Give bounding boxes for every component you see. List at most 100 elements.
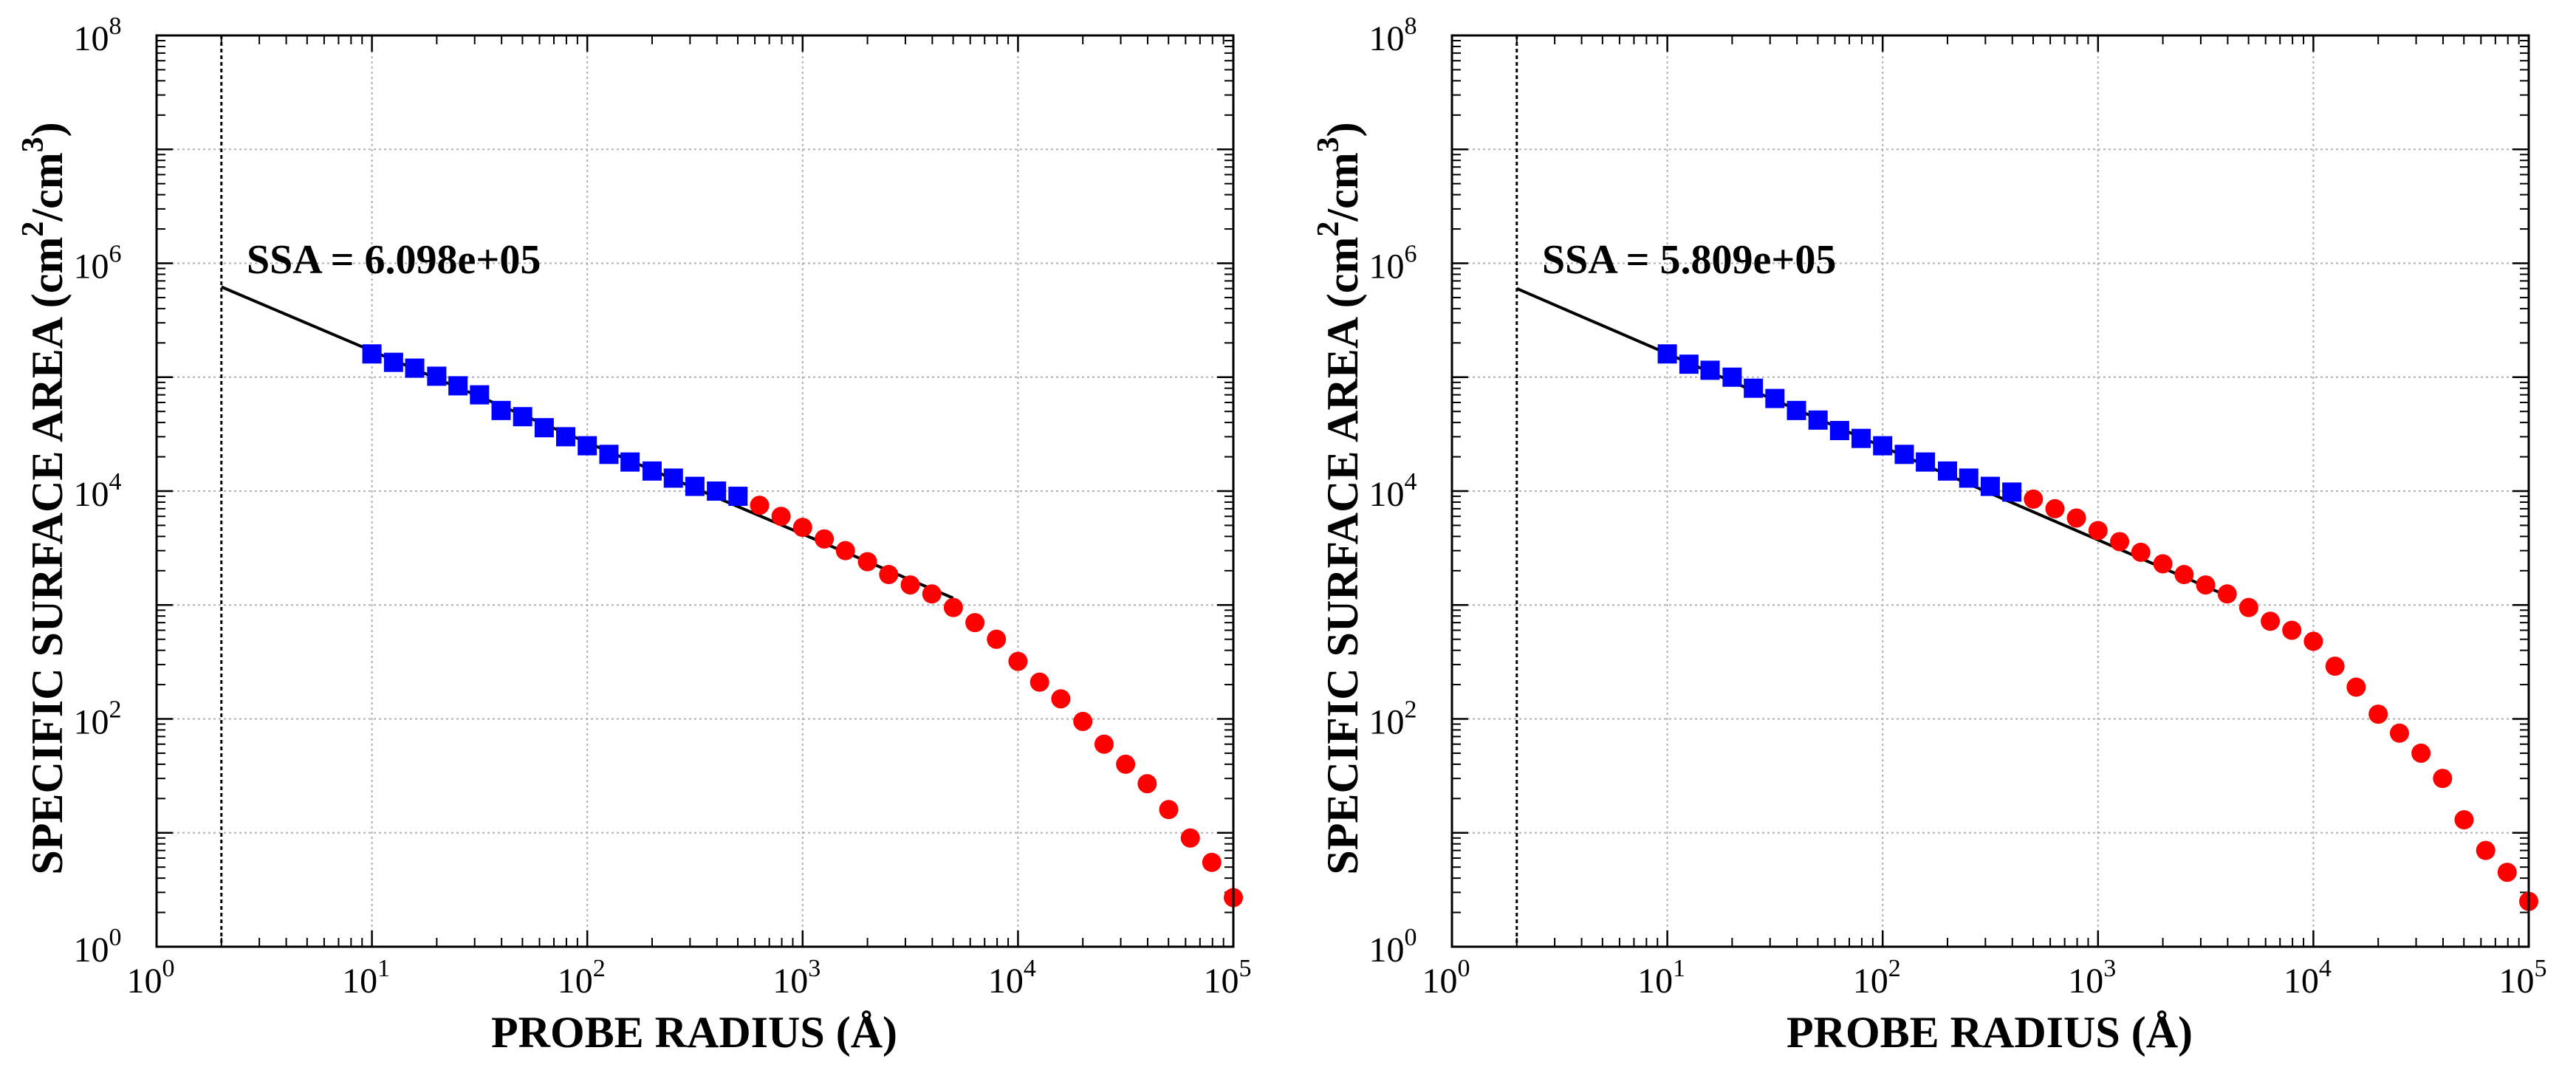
data-point-circle xyxy=(1030,672,1049,692)
y-tick-base: 10 xyxy=(1369,930,1405,970)
series-other xyxy=(2024,489,2538,911)
data-point-square xyxy=(534,418,554,438)
data-point-circle xyxy=(2217,584,2237,604)
y-tick-base: 10 xyxy=(74,930,109,970)
x-tick-label: 102 xyxy=(1853,955,1901,1001)
x-axis-label: PROBE RADIUS (Å) xyxy=(1787,1008,2193,1057)
data-point-square xyxy=(1765,388,1785,408)
y-tick-exp: 8 xyxy=(109,13,122,40)
data-point-circle xyxy=(2110,532,2130,552)
y-tick-label: 100 xyxy=(1369,924,1417,970)
y-tick-label: 106 xyxy=(74,241,122,287)
series-other xyxy=(750,496,1243,908)
data-point-square xyxy=(642,461,662,481)
x-tick-label: 103 xyxy=(2068,955,2116,1001)
y-axis-label-sup: 3 xyxy=(1312,137,1346,152)
x-axis-label: PROBE RADIUS (Å) xyxy=(491,1008,897,1057)
data-point-square xyxy=(1916,452,1936,472)
x-tick-label: 101 xyxy=(1637,955,1685,1001)
x-tick-base: 10 xyxy=(1637,961,1673,1001)
x-tick-label: 104 xyxy=(988,955,1036,1001)
y-tick-base: 10 xyxy=(1369,703,1405,742)
x-tick-base: 10 xyxy=(127,961,162,1001)
data-point-square xyxy=(1679,354,1699,374)
data-point-circle xyxy=(1137,774,1157,794)
y-axis-label: SPECIFIC SURFACE AREA (cm2/cm3) xyxy=(1312,122,1367,874)
data-point-square xyxy=(513,407,532,427)
data-point-square xyxy=(362,344,382,364)
data-point-square xyxy=(663,468,683,488)
data-point-square xyxy=(491,400,511,420)
data-point-square xyxy=(383,352,403,372)
data-point-circle xyxy=(771,507,791,527)
data-point-circle xyxy=(2174,565,2194,585)
y-tick-label: 106 xyxy=(1369,241,1417,287)
data-point-circle xyxy=(792,518,812,538)
series-fitted xyxy=(1657,344,2022,502)
x-tick-exp: 3 xyxy=(2103,955,2116,982)
data-point-circle xyxy=(857,552,877,572)
y-tick-label: 102 xyxy=(74,696,122,742)
y-tick-base: 10 xyxy=(1369,475,1405,514)
data-point-square xyxy=(1829,421,1849,441)
data-point-circle xyxy=(2282,620,2302,640)
series-fitted xyxy=(362,344,748,507)
data-point-circle xyxy=(1008,651,1028,671)
data-point-square xyxy=(1700,360,1720,380)
y-axis-label-sup: 2 xyxy=(1312,222,1346,237)
data-point-square xyxy=(620,452,640,472)
data-point-square xyxy=(599,445,619,464)
data-point-square xyxy=(1894,445,1914,464)
data-point-square xyxy=(427,366,447,386)
data-point-circle xyxy=(1180,828,1200,848)
data-point-square xyxy=(405,358,425,378)
data-point-circle xyxy=(2476,840,2496,860)
data-point-circle xyxy=(2088,521,2108,541)
y-tick-label: 108 xyxy=(1369,13,1417,58)
data-point-circle xyxy=(987,629,1007,649)
x-tick-base: 10 xyxy=(2068,961,2103,1001)
data-point-square xyxy=(578,436,597,456)
x-tick-base: 10 xyxy=(1204,961,1239,1001)
data-point-square xyxy=(1657,344,1677,364)
data-point-square xyxy=(555,427,575,447)
data-point-circle xyxy=(1094,734,1114,754)
data-point-circle xyxy=(815,529,835,549)
x-tick-exp: 1 xyxy=(1673,955,1685,982)
data-point-circle xyxy=(943,597,963,617)
plot-frame xyxy=(1450,34,2530,948)
data-point-square xyxy=(470,385,490,405)
y-tick-exp: 8 xyxy=(1405,13,1417,40)
x-tick-exp: 5 xyxy=(1239,955,1252,982)
ssa-annotation: SSA = 5.809e+05 xyxy=(1542,237,1836,283)
y-axis-label-sup: 3 xyxy=(16,137,50,152)
ssa-annotation: SSA = 6.098e+05 xyxy=(247,237,541,283)
data-point-circle xyxy=(1073,711,1093,731)
data-point-circle xyxy=(2497,863,2517,882)
data-point-circle xyxy=(2238,597,2258,617)
x-tick-base: 10 xyxy=(1422,961,1458,1001)
data-point-square xyxy=(1937,461,1957,481)
x-tick-label: 103 xyxy=(773,955,821,1001)
data-point-circle xyxy=(2325,657,2345,676)
y-axis-label: SPECIFIC SURFACE AREA (cm2/cm3) xyxy=(16,122,72,874)
plot-frame xyxy=(155,34,1235,948)
x-tick-label: 105 xyxy=(1204,955,1252,1001)
x-tick-exp: 4 xyxy=(1024,955,1036,982)
data-point-square xyxy=(1744,378,1764,398)
data-point-square xyxy=(1959,468,1979,488)
y-tick-base: 10 xyxy=(1369,247,1405,287)
data-point-circle xyxy=(2045,498,2065,518)
y-tick-exp: 2 xyxy=(1405,696,1417,724)
y-tick-base: 10 xyxy=(74,475,109,514)
data-point-square xyxy=(1980,476,2000,496)
data-point-circle xyxy=(1202,852,1222,872)
data-point-square xyxy=(1873,436,1893,456)
y-tick-label: 102 xyxy=(1369,696,1417,742)
data-point-circle xyxy=(835,541,855,561)
x-tick-labels: 100 101 102 103 104 105 xyxy=(1422,955,2547,1001)
